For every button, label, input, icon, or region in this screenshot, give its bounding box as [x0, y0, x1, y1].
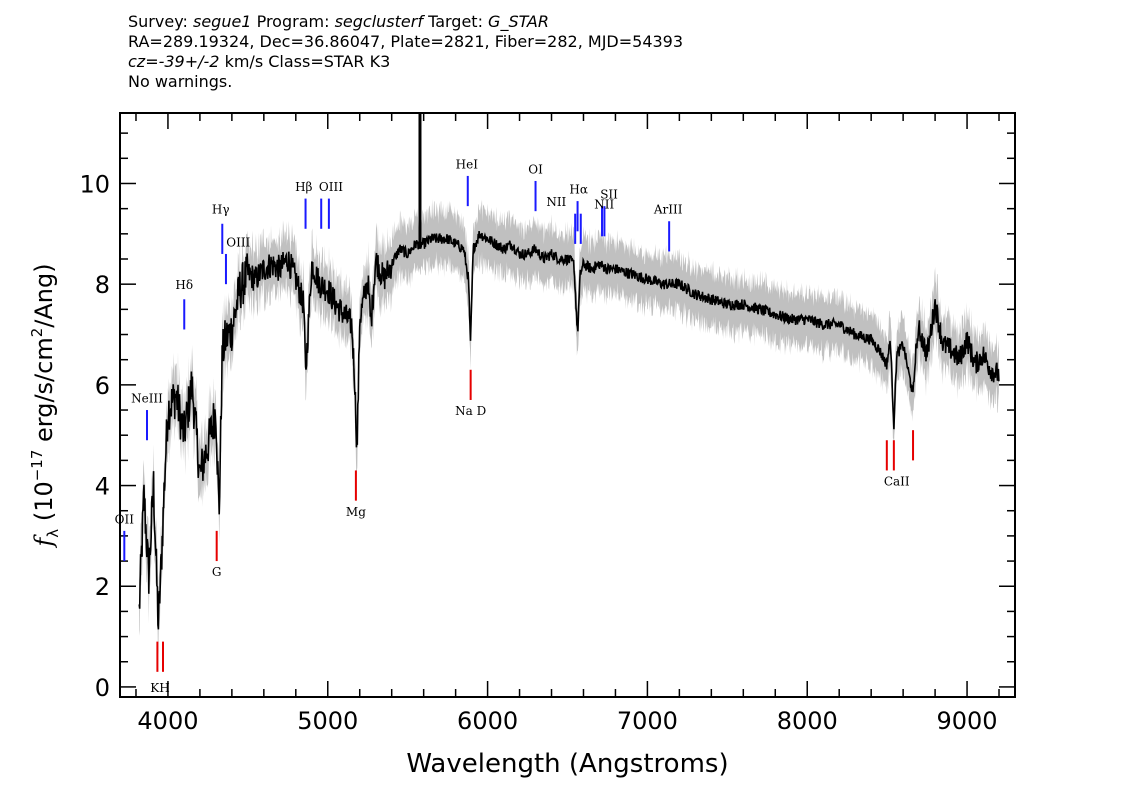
y-tick-label: 2	[95, 573, 110, 601]
line-label-caii: CaII	[884, 475, 910, 489]
line-label-ariii: ArIII	[653, 203, 683, 217]
x-tick-label: 4000	[137, 707, 198, 735]
program-value: segclusterf	[334, 12, 423, 31]
program-label: Program:	[256, 12, 330, 31]
x-tick-label: 7000	[617, 707, 678, 735]
x-tick-label: 6000	[457, 707, 518, 735]
ylabel-lambda: λ	[44, 529, 62, 538]
x-axis-label: Wavelength (Angstroms)	[406, 749, 728, 779]
ylabel-mid: erg/s/cm	[30, 337, 58, 449]
line-label-hei: HeI	[456, 157, 479, 171]
ylabel-exp2: 2	[28, 328, 46, 338]
y-tick-label: 10	[79, 170, 110, 198]
y-axis-label: fλ (10−17 erg/s/cm2/Ang)	[28, 263, 62, 548]
header-line-warnings: No warnings.	[128, 72, 233, 91]
ylabel-post: /Ang)	[30, 263, 58, 327]
line-label-hb: Hβ	[295, 180, 312, 194]
survey-label: Survey:	[128, 12, 188, 31]
y-tick-label: 6	[95, 372, 110, 400]
survey-value: segue1	[192, 12, 252, 31]
ylabel-exp1: −17	[28, 450, 46, 482]
line-label-nii: NII	[594, 198, 614, 212]
line-label-hg: Hγ	[212, 203, 230, 217]
line-label-kh: KH	[150, 681, 169, 695]
line-label-oii: OII	[115, 512, 135, 526]
y-tick-label: 4	[95, 473, 110, 501]
header-line-redshift: cz=-39+/-2 km/s Class=STAR K3	[128, 52, 683, 72]
header-line-survey: Survey: segue1 Program: segclusterf Targ…	[128, 12, 683, 32]
spectrum-line	[138, 231, 1000, 630]
line-label-mg: Mg	[346, 505, 366, 519]
y-tick-label: 8	[95, 271, 110, 299]
line-label-ha: Hα	[569, 183, 588, 197]
line-label-g: G	[212, 565, 222, 579]
target-label: Target:	[428, 12, 483, 31]
line-label-nii: NII	[546, 195, 566, 209]
target-value: G_STAR	[488, 12, 549, 31]
plot-frame	[119, 112, 1016, 698]
y-tick-label: 0	[95, 674, 110, 702]
line-label-sii: SII	[600, 188, 618, 202]
x-tick-label: 5000	[297, 707, 358, 735]
spectrum-header: Survey: segue1 Program: segclusterf Targ…	[128, 12, 683, 92]
line-label-neiii: NeIII	[131, 391, 163, 405]
cz-value: cz=-39+/-2	[128, 52, 220, 71]
class-text: km/s Class=STAR K3	[219, 52, 391, 71]
line-label-oiii: OIII	[226, 235, 250, 249]
ylabel-pre: (10	[30, 481, 58, 529]
svg-text:fλ (10−17 erg/s/cm2/Ang): fλ (10−17 erg/s/cm2/Ang)	[28, 263, 62, 548]
line-label-hd: Hδ	[175, 278, 193, 292]
error-band	[139, 199, 999, 656]
line-label-oiii: OIII	[319, 180, 343, 194]
line-label-nad: Na D	[455, 404, 486, 418]
x-tick-label: 9000	[937, 707, 998, 735]
x-tick-label: 8000	[777, 707, 838, 735]
header-line-coords: RA=289.19324, Dec=36.86047, Plate=2821, …	[128, 32, 684, 51]
line-label-oi: OI	[528, 162, 543, 176]
